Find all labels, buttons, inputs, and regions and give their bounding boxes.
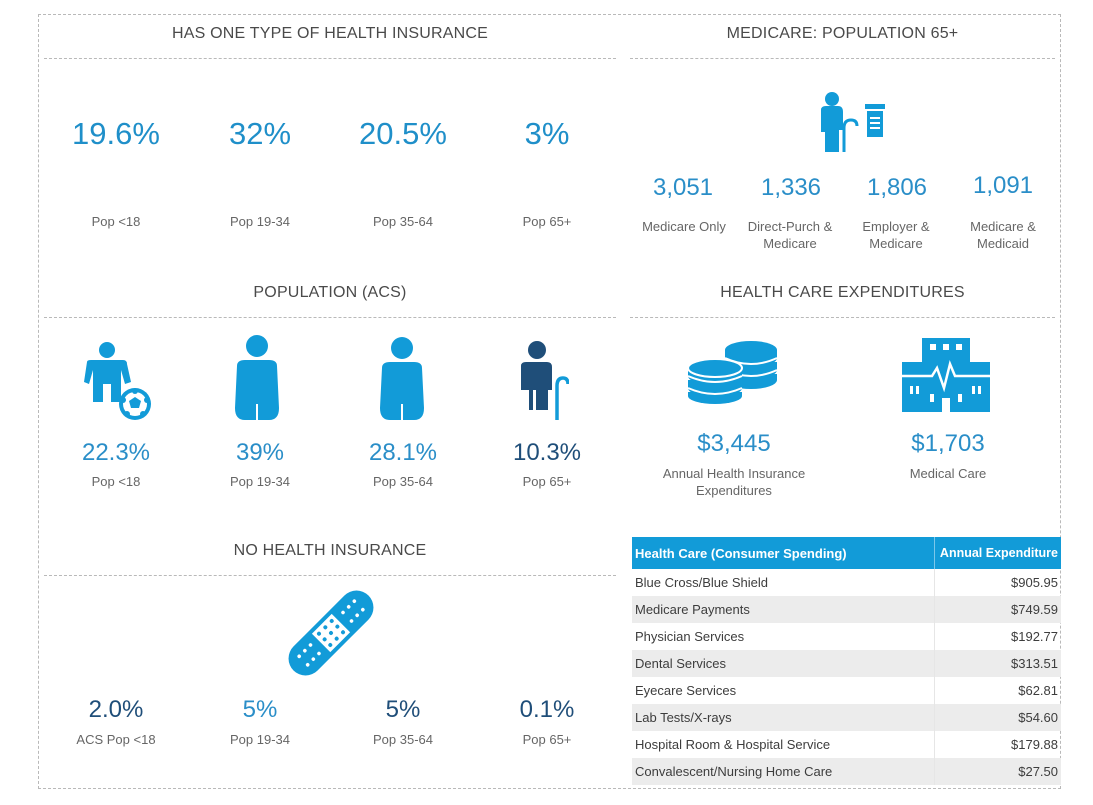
table-cell-value: $54.60 xyxy=(934,704,1061,731)
stat-value: 32% xyxy=(228,116,292,151)
population-value: 10.3% xyxy=(512,439,582,466)
table-cell-category: Blue Cross/Blue Shield xyxy=(635,575,768,590)
medicare-label: Medicare & Medicaid xyxy=(970,219,1036,251)
medicare-label: Direct-Purch & Medicare xyxy=(747,219,833,251)
table-header-category: Health Care (Consumer Spending) xyxy=(632,537,935,569)
table-row: Eyecare Services $62.81 xyxy=(632,677,1061,704)
stat-label: Pop 19-34 xyxy=(230,214,290,229)
table-row: Hospital Room & Hospital Service $179.88 xyxy=(632,731,1061,758)
hospital-icon xyxy=(902,338,990,412)
divider xyxy=(44,575,616,576)
table-cell-value: $27.50 xyxy=(934,758,1061,785)
divider xyxy=(44,58,616,59)
section-title-one-insurance: HAS ONE TYPE OF HEALTH INSURANCE xyxy=(171,25,489,42)
consumer-spending-table: Health Care (Consumer Spending) Annual E… xyxy=(632,537,1061,785)
no-insurance-value: 2.0% xyxy=(88,696,144,723)
table-cell-value: $179.88 xyxy=(934,731,1061,758)
section-title-expenditures: HEALTH CARE EXPENDITURES xyxy=(720,284,965,301)
table-cell-value: $192.77 xyxy=(934,623,1061,650)
no-insurance-label: ACS Pop <18 xyxy=(76,732,156,747)
stat-value: 19.6% xyxy=(72,116,160,151)
divider xyxy=(630,58,1055,59)
no-insurance-value: 5% xyxy=(242,696,278,723)
medicare-label: Medicare Only xyxy=(642,219,726,234)
coins-icon xyxy=(687,341,778,404)
section-title-no-insurance: NO HEALTH INSURANCE xyxy=(233,542,427,559)
table-row: Dental Services $313.51 xyxy=(632,650,1061,677)
table-cell-value: $313.51 xyxy=(934,650,1061,677)
population-value: 39% xyxy=(235,439,285,466)
table-cell-category: Convalescent/Nursing Home Care xyxy=(632,758,935,785)
expenditure-value: $1,703 xyxy=(911,430,985,457)
stat-value: 3% xyxy=(524,116,570,151)
table-cell-category: Hospital Room & Hospital Service xyxy=(635,737,831,752)
table-cell-category: Medicare Payments xyxy=(632,596,935,623)
no-insurance-label: Pop 35-64 xyxy=(373,732,433,747)
population-label: Pop <18 xyxy=(91,474,141,489)
infographic-frame xyxy=(38,14,1061,789)
person-icon xyxy=(380,337,424,420)
bandage-icon xyxy=(288,590,374,676)
table-header-row: Health Care (Consumer Spending) Annual E… xyxy=(632,537,1061,569)
population-label: Pop 19-34 xyxy=(230,474,290,489)
elderly-with-pill-bottle-icon xyxy=(821,92,885,152)
medicare-value: 1,806 xyxy=(866,174,928,201)
expenditure-label: Annual Health Insurance Expenditures xyxy=(662,466,806,498)
no-insurance-label: Pop 19-34 xyxy=(230,732,290,747)
table-row: Medicare Payments $749.59 xyxy=(632,596,1061,623)
stat-label: Pop <18 xyxy=(91,214,141,229)
population-value: 28.1% xyxy=(368,439,438,466)
section-title-medicare: MEDICARE: POPULATION 65+ xyxy=(726,25,959,42)
divider xyxy=(630,317,1055,318)
table-cell-category: Lab Tests/X-rays xyxy=(632,704,935,731)
expenditure-label: Medical Care xyxy=(909,466,987,481)
divider xyxy=(44,317,616,318)
child-with-ball-icon xyxy=(84,342,151,420)
stat-value: 20.5% xyxy=(359,116,447,151)
section-title-population: POPULATION (ACS) xyxy=(253,284,407,301)
table-cell-category: Dental Services xyxy=(632,650,935,677)
table-cell-value: $905.95 xyxy=(934,569,1061,596)
table-row: Lab Tests/X-rays $54.60 xyxy=(632,704,1061,731)
table-cell-category: Eyecare Services xyxy=(635,683,737,698)
elderly-with-cane-icon xyxy=(521,341,569,420)
stat-label: Pop 65+ xyxy=(522,214,572,229)
table-row: Convalescent/Nursing Home Care $27.50 xyxy=(632,758,1061,785)
medicare-label: Employer & Medicare xyxy=(862,219,930,251)
table-cell-category: Physician Services xyxy=(635,629,745,644)
population-label: Pop 65+ xyxy=(522,474,572,489)
no-insurance-label: Pop 65+ xyxy=(522,732,572,747)
population-value: 22.3% xyxy=(81,439,151,466)
person-icon xyxy=(235,335,279,420)
table-row: Blue Cross/Blue Shield $905.95 xyxy=(632,569,1061,596)
table-cell-value: $749.59 xyxy=(934,596,1061,623)
stat-label: Pop 35-64 xyxy=(373,214,433,229)
table-header-value: Annual Expenditure xyxy=(934,537,1061,569)
expenditure-value: $3,445 xyxy=(697,430,771,457)
medicare-value: 1,336 xyxy=(760,174,822,201)
table-cell-value: $62.81 xyxy=(934,677,1061,704)
no-insurance-value: 5% xyxy=(385,696,421,723)
no-insurance-value: 0.1% xyxy=(519,696,575,723)
table-row: Physician Services $192.77 xyxy=(632,623,1061,650)
medicare-value: 1,091 xyxy=(972,172,1034,199)
medicare-value: 3,051 xyxy=(652,174,714,201)
population-label: Pop 35-64 xyxy=(373,474,433,489)
